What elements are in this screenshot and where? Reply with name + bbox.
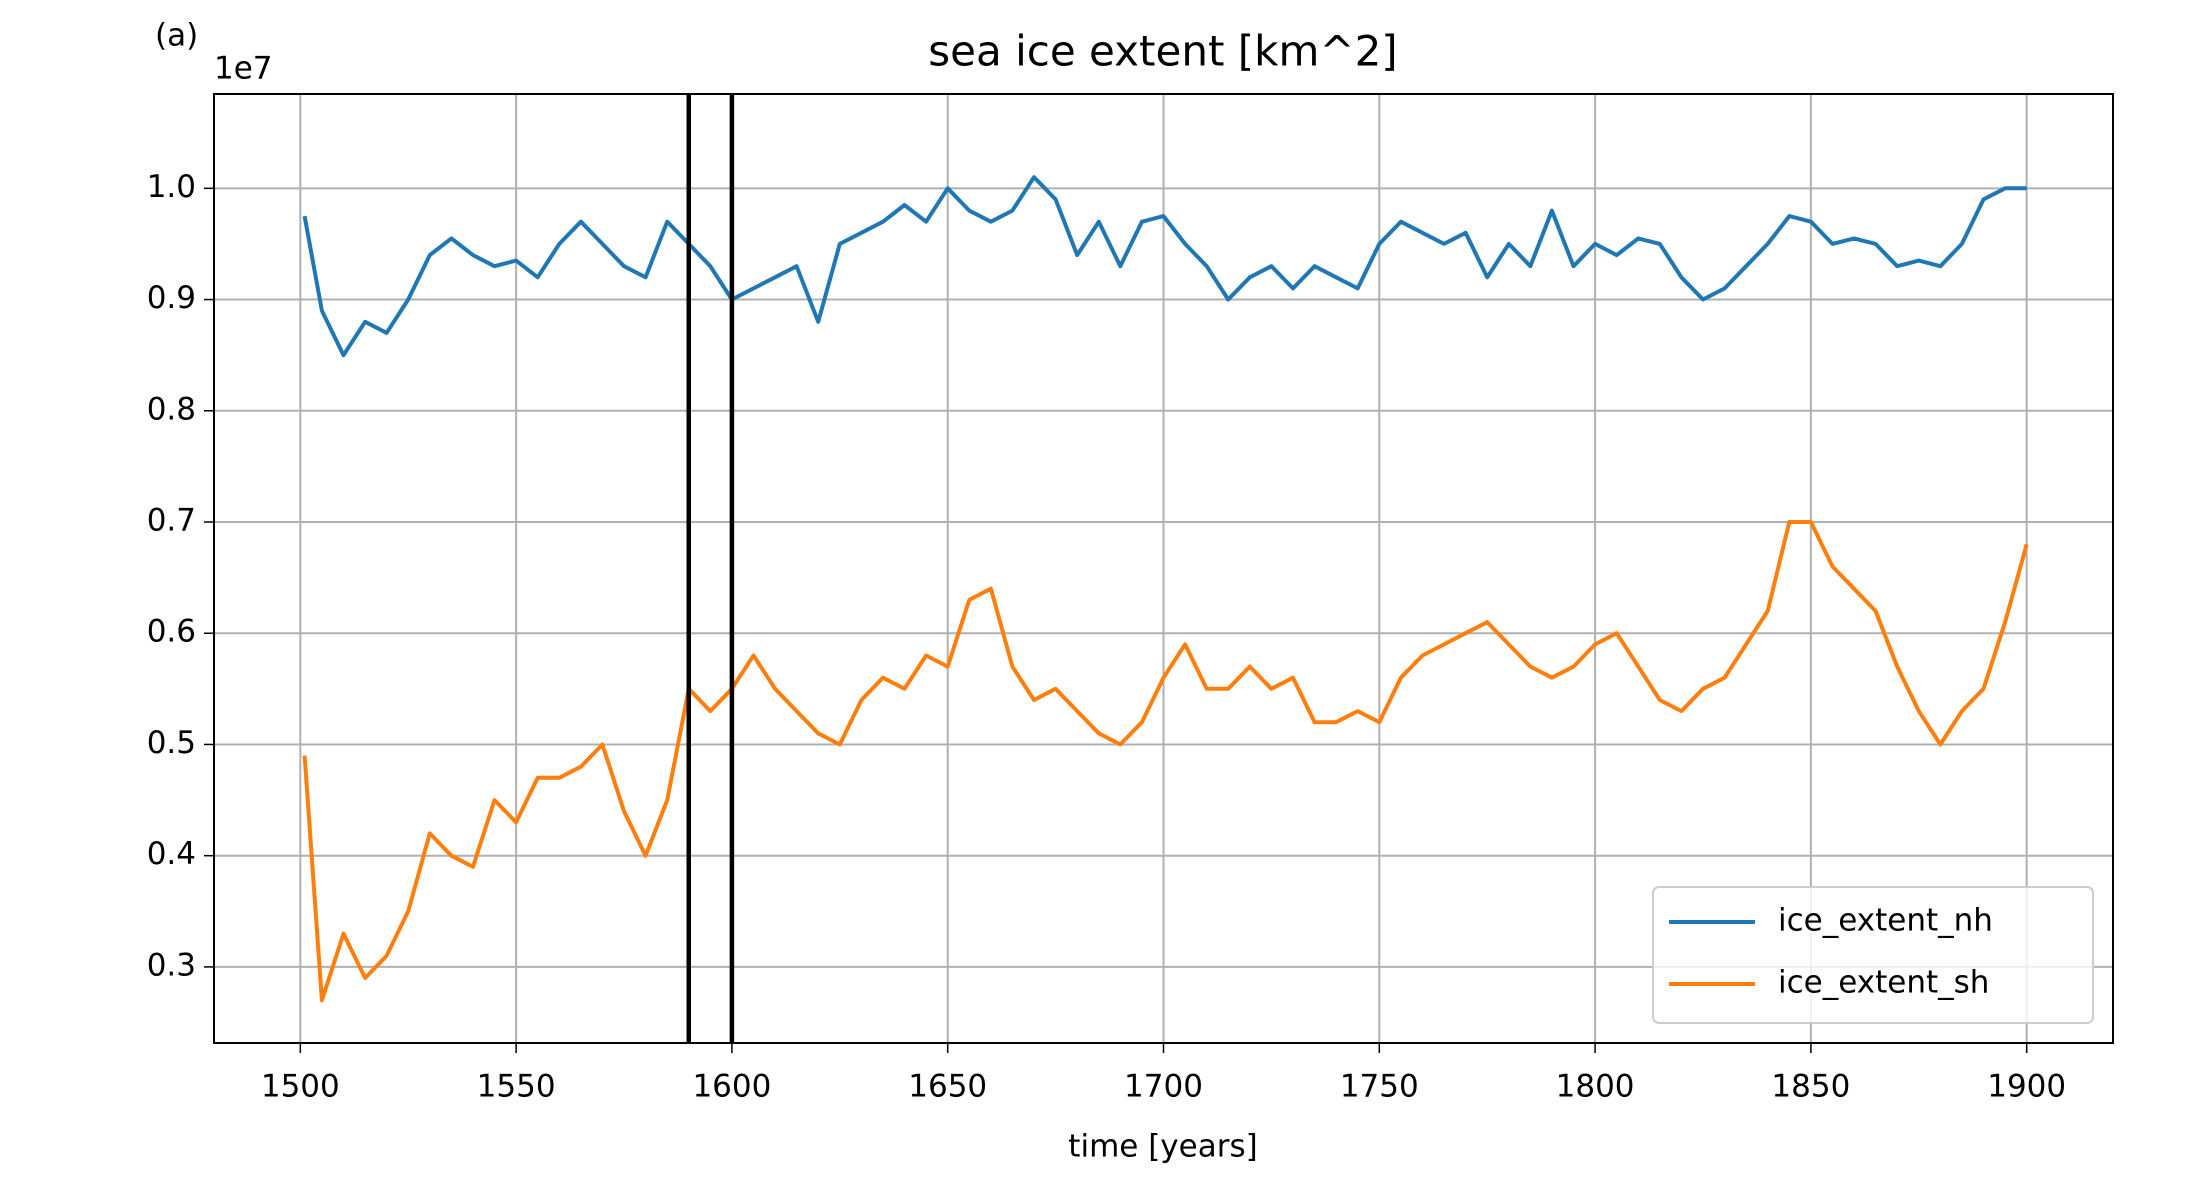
chart-title: sea ice extent [km^2]	[928, 27, 1397, 76]
y-tick-label: 0.8	[147, 391, 196, 427]
y-tick-label: 0.9	[147, 280, 196, 316]
y-tick-label: 0.5	[147, 725, 196, 761]
plot-frame	[213, 93, 2114, 1044]
y-tick-label: 0.6	[147, 614, 196, 650]
legend-label: ice_extent_sh	[1778, 965, 1989, 1001]
x-tick-label: 1800	[1556, 1069, 1635, 1105]
x-tick-label: 1550	[477, 1069, 556, 1105]
panel-annotation: (a)	[155, 18, 198, 54]
x-tick-label: 1500	[261, 1069, 340, 1105]
y-tick-label: 0.3	[147, 947, 196, 983]
data-line	[302, 520, 2029, 1003]
y-tick-label: 1.0	[147, 169, 196, 205]
legend-label: ice_extent_nh	[1778, 903, 1993, 939]
legend-box	[1652, 886, 2094, 1024]
x-tick-label: 1600	[692, 1069, 771, 1105]
x-tick-label: 1750	[1340, 1069, 1419, 1105]
y-tick-label: 0.4	[147, 836, 196, 872]
offset-text: 1e7	[214, 51, 273, 87]
data-line	[302, 175, 2027, 358]
y-tick-label: 0.7	[147, 503, 196, 539]
x-axis-label: time [years]	[1068, 1129, 1257, 1165]
x-tick-label: 1700	[1124, 1069, 1203, 1105]
x-tick-label: 1650	[908, 1069, 987, 1105]
x-tick-label: 1900	[1987, 1069, 2066, 1105]
x-tick-label: 1850	[1771, 1069, 1850, 1105]
